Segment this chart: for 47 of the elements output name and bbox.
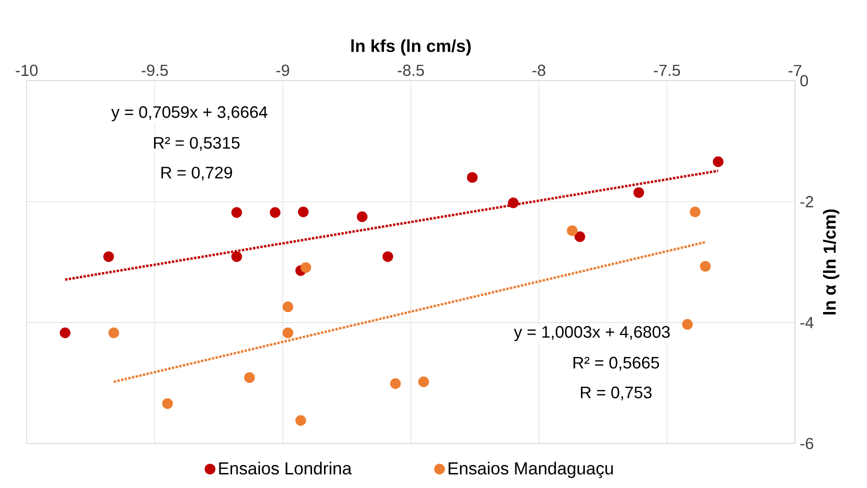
point [356,211,368,222]
point [466,172,478,183]
x-tick-label: -9 [276,64,290,76]
y-tick-label: -6 [800,438,814,450]
legend-label: Ensaios Londrina [219,462,352,474]
annotation: R² = 0,5315 [154,136,240,151]
point [390,378,401,389]
point [690,206,700,218]
point [574,231,586,242]
x-tick-label: -7.5 [654,64,680,76]
point [298,206,309,218]
point [231,251,242,262]
point [108,327,120,338]
point [282,327,294,338]
point [244,372,255,383]
x-tick-label: -7 [788,64,802,76]
point [231,207,242,218]
point [566,225,578,236]
annotation: y = 0,7059x + 3,6664 [111,106,268,122]
point [633,187,644,198]
y-tick-label: -2 [800,196,814,208]
point [60,327,70,338]
annotation: R² = 0,5665 [574,356,660,370]
x-tick-label: -8.5 [398,64,424,76]
annotation: R = 0,729 [161,166,232,180]
point [162,398,173,409]
legend-label: Ensaios Mandaguaçu [448,462,613,478]
point [712,156,724,167]
point [508,197,519,208]
x-axis-title: ln kfs (ln cm/s) [351,39,471,56]
x-tick-label: -8 [532,64,546,76]
annotation: y = 1,0003x + 4,6803 [514,326,670,342]
x-tick-label: -9.5 [142,64,168,76]
y-tick-label: 0 [800,74,808,86]
point [700,260,711,272]
point [103,251,114,262]
point [295,415,306,426]
y-axis-title: ln α (ln 1/cm) [823,209,840,314]
point [382,251,394,262]
annotation: R = 0,753 [580,386,652,400]
point [682,318,693,330]
point [270,207,280,218]
point [282,301,294,312]
point [418,376,429,388]
point [300,262,312,273]
y-tick-label: -4 [800,316,814,328]
x-tick-label: -10 [16,64,38,76]
